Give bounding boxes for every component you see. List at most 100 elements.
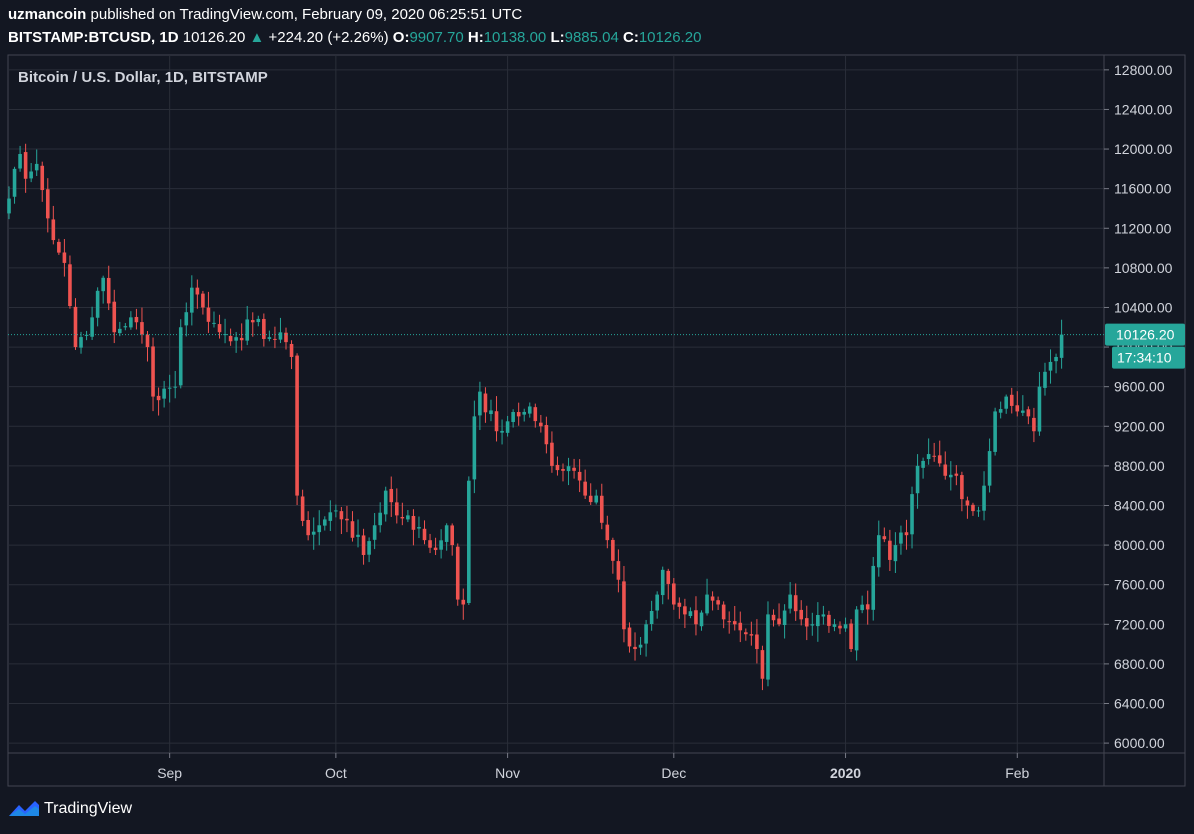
candle-body [494,411,499,432]
candle-body [62,252,67,263]
candle-body [422,528,427,541]
time-tick-label: Nov [495,765,520,781]
candle-body [865,604,870,610]
candle-body [738,622,743,631]
candle-body [561,468,565,471]
candle-body [467,480,471,604]
price-axis[interactable]: 12800.00 12400.00 12000.00 11600.00 11200.00… [1104,62,1173,751]
candle-body [101,277,105,292]
candle-body [145,334,150,348]
up-triangle-icon: ▲ [249,29,265,46]
candle-body [400,517,405,519]
candle-body [73,306,78,348]
candle-body [217,324,222,333]
candle-body [339,511,344,520]
low-label: L: [550,29,565,46]
candle-body [749,634,754,636]
candle-body [627,627,632,647]
candle-body [516,412,521,417]
candle-body [993,411,997,452]
candles [7,143,1064,691]
candle-body [727,621,731,623]
candle-body [361,535,366,555]
candle-body [428,540,432,548]
candle-body [439,540,443,550]
candle-body [888,540,892,560]
candle-body [372,525,377,540]
candle-body [1009,394,1014,406]
candle-body [250,320,255,323]
candle-body [998,409,1003,413]
time-tick-label: Oct [325,765,347,781]
candle-body [129,317,133,328]
price-tick-label: 9200.00 [1114,418,1165,434]
candle-body [771,614,776,621]
candle-body [522,411,527,415]
low-value: 9885.04 [564,29,619,46]
candle-body [793,595,798,612]
price-tick-label: 12400.00 [1114,101,1173,117]
candle-body [827,614,831,626]
candle-body [295,355,299,496]
price-tick-label: 6000.00 [1114,735,1165,751]
candle-body [245,319,250,341]
candle-body [511,412,515,423]
candle-body [649,611,654,625]
time-tick-label: Sep [157,765,182,781]
candle-body [660,569,665,596]
candle-body [206,307,211,322]
candle-body [156,395,161,401]
footer-brand-label: TradingView [44,800,133,817]
candle-body [860,604,864,611]
candle-body [383,490,388,515]
candle-body [184,312,189,326]
candle-body [921,460,925,468]
candle-body [622,581,626,630]
candle-body [982,485,986,511]
candle-body [566,466,571,472]
candle-body [334,510,338,512]
candle-body [140,322,144,335]
candle-body [816,615,820,627]
candle-body [1054,356,1058,362]
candle-body [910,494,914,535]
candle-body [123,326,128,328]
candle-body [489,410,493,415]
candle-body [699,612,704,627]
candle-body [854,609,859,651]
candle-body [483,393,488,413]
publish-info: uzmancoin published on TradingView.com, … [8,6,522,23]
price-tick-label: 7200.00 [1114,616,1165,632]
candle-body [57,241,61,253]
time-axis[interactable]: Sep Oct Nov Dec 2020 Feb [157,753,1030,781]
candle-body [893,545,898,562]
candle-body [616,561,621,580]
candle-body [904,532,909,536]
candle-body [472,416,477,480]
candle-body [572,467,576,471]
candle-body [799,609,804,620]
candle-body [29,171,33,179]
candle-body [683,606,687,615]
price-tick-label: 12800.00 [1114,62,1173,78]
candle-body [322,519,327,526]
candle-body [744,632,748,635]
candle-body [212,322,216,324]
author-name[interactable]: uzmancoin [8,6,87,23]
footer-brand[interactable]: TradingView [8,800,132,818]
price-tick-label: 11200.00 [1114,220,1172,236]
candle-body [411,515,416,530]
candle-body [306,520,310,536]
candle-body [971,504,975,512]
candle-body [721,604,726,620]
open-value: 9907.70 [409,29,464,46]
candle-body [505,421,510,433]
candle-body [178,327,183,386]
candle-body [810,624,815,626]
candle-body [1021,410,1025,413]
candle-body [1037,386,1042,432]
time-tick-label: Feb [1005,765,1029,781]
candle-body [832,624,837,627]
tradingview-logo-icon [9,801,39,816]
